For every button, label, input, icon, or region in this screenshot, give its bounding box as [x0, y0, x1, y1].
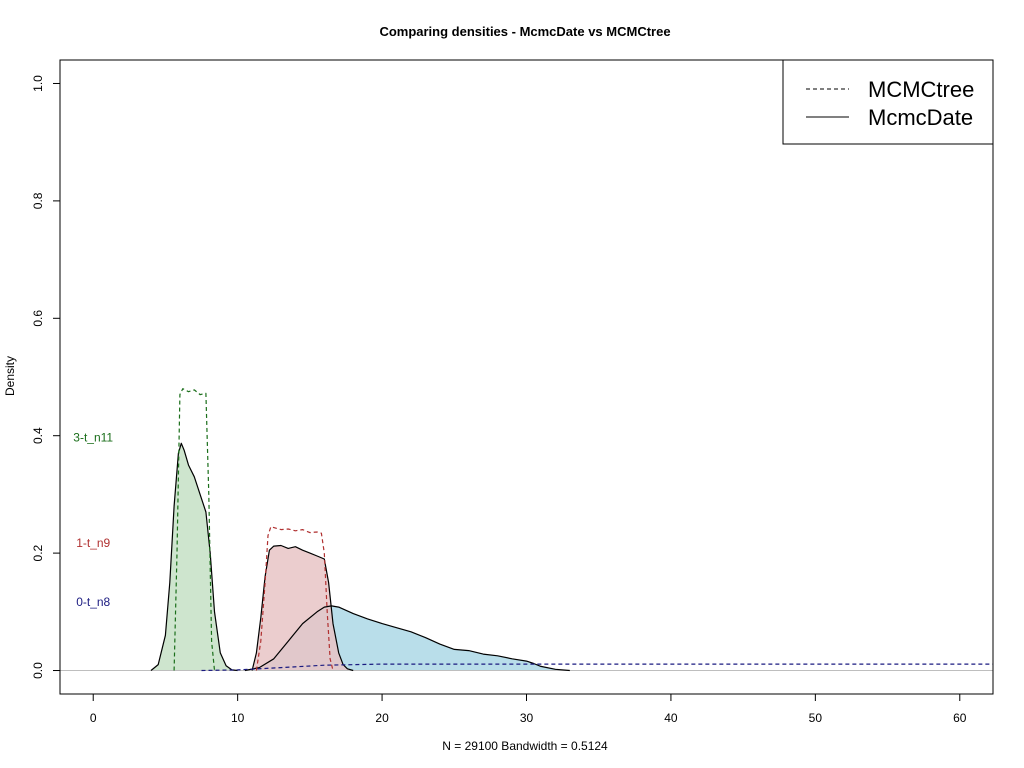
- x-tick-label: 50: [809, 711, 823, 725]
- x-tick-label: 60: [953, 711, 967, 725]
- legend: MCMCtree McmcDate: [782, 59, 994, 145]
- y-tick-label: 0.0: [31, 662, 45, 679]
- y-axis: 0.0 0.2 0.4 0.6 0.8 1.0: [31, 75, 61, 679]
- node-annotations: 3-t_n11 1-t_n9 0-t_n8: [73, 431, 113, 609]
- series-fill-mcmcdate-3-t_n11: [151, 443, 238, 671]
- legend-box: [782, 59, 994, 145]
- y-tick-label: 0.2: [31, 544, 45, 561]
- series-lines: [150, 388, 993, 672]
- series-line-mcmctree-1-t_n9: [255, 526, 334, 671]
- y-tick-label: 0.8: [31, 192, 45, 209]
- legend-label-mcmcdate: McmcDate: [868, 105, 973, 130]
- x-tick-label: 30: [520, 711, 534, 725]
- chart-title: Comparing densities - McmcDate vs MCMCtr…: [379, 24, 670, 39]
- y-tick-label: 0.4: [31, 427, 45, 444]
- x-tick-label: 0: [90, 711, 97, 725]
- series-fills: [151, 443, 570, 671]
- x-axis: 0 10 20 30 40 50 60: [90, 693, 967, 725]
- legend-label-mcmctree: MCMCtree: [868, 77, 974, 102]
- series-line-mcmctree-0-t_n8: [201, 663, 993, 672]
- annotation-label: 0-t_n8: [76, 595, 110, 609]
- x-axis-label: N = 29100 Bandwidth = 0.5124: [442, 739, 608, 753]
- x-tick-label: 40: [664, 711, 678, 725]
- series-line-mcmcdate-3-t_n11: [150, 442, 238, 672]
- y-tick-label: 1.0: [31, 75, 45, 92]
- annotation-label: 1-t_n9: [76, 536, 110, 550]
- series-line-mcmctree-3-t_n11: [173, 388, 216, 671]
- x-tick-label: 20: [375, 711, 389, 725]
- x-tick-label: 10: [231, 711, 245, 725]
- annotation-label: 3-t_n11: [73, 431, 113, 445]
- series-fill-mcmcdate-1-t_n9: [252, 545, 354, 671]
- y-axis-label: Density: [3, 356, 17, 396]
- y-tick-label: 0.6: [31, 310, 45, 327]
- series-line-mcmcdate-0-t_n8: [244, 605, 570, 672]
